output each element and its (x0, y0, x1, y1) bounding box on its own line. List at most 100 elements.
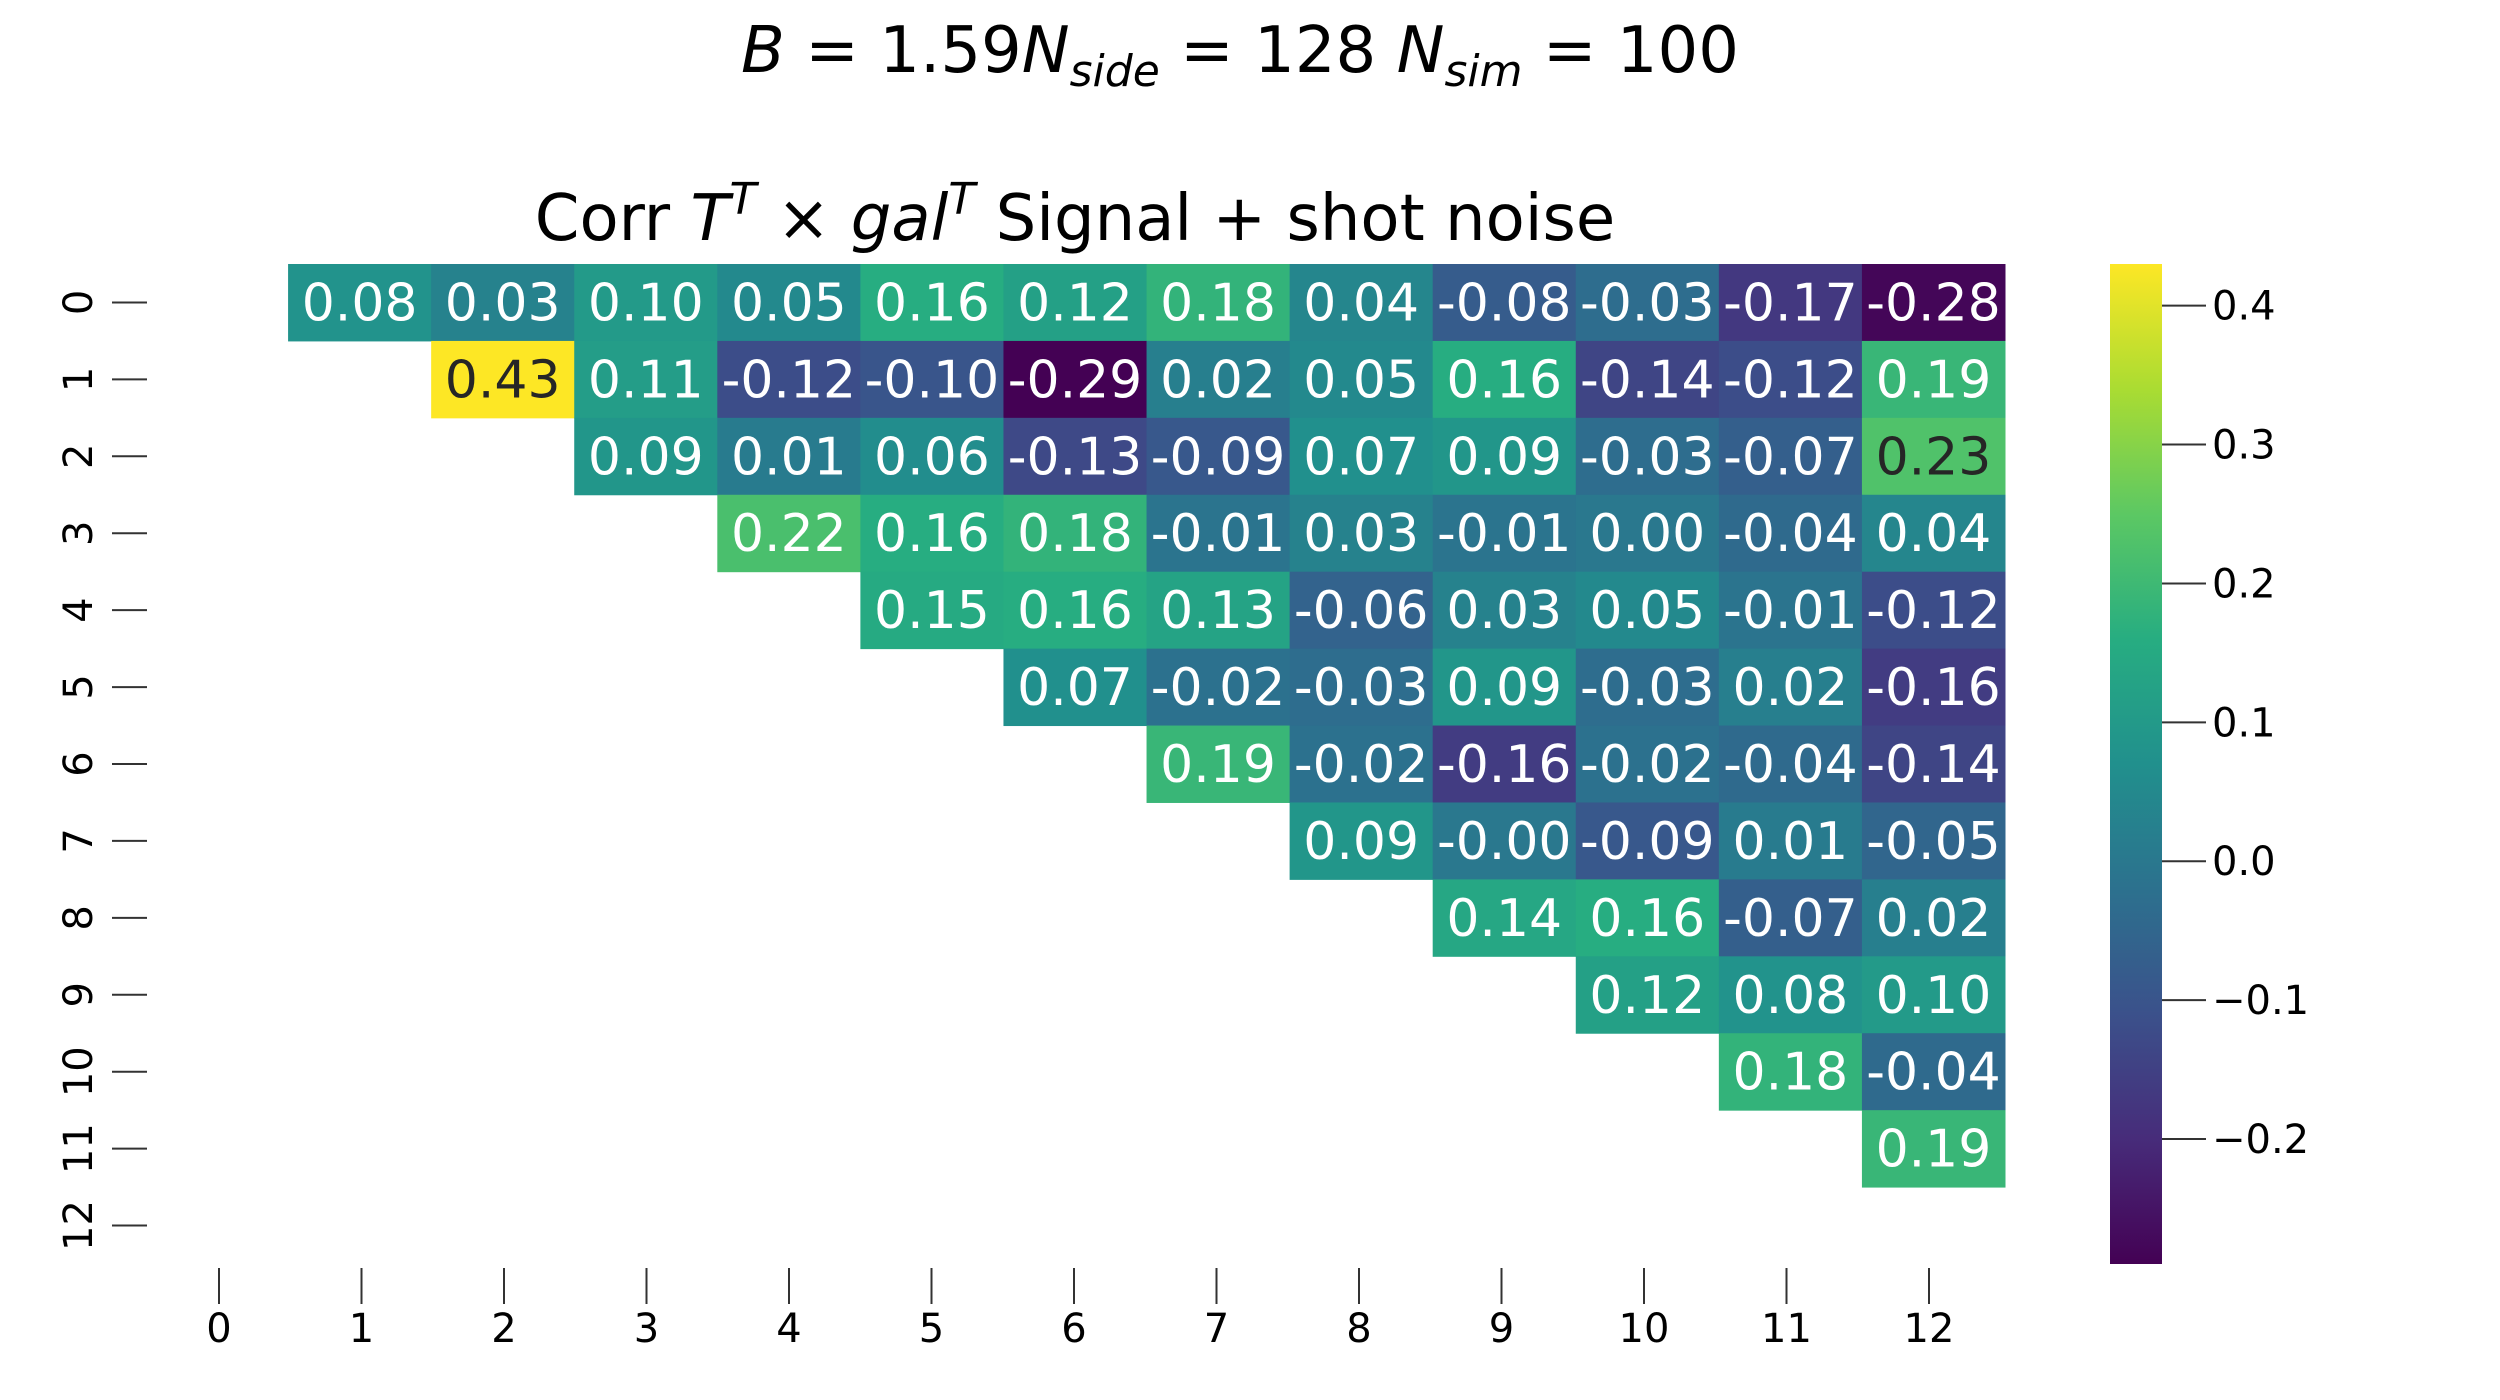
cell-value-label: -0.09 (1580, 812, 1715, 872)
heatmap-cell-r2-c4 (717, 417, 861, 496)
heatmap-cell-r7-c11 (1718, 802, 1863, 880)
heatmap-cell-r0-c12 (1861, 264, 2006, 342)
heatmap-cell-r1-c10 (1575, 340, 1720, 419)
heatmap-cell-r8-c12 (1861, 879, 2006, 957)
colorbar: 0.4 0.3 0.2 0.1 0.0 −0.1 −0.2 (2110, 264, 2309, 1264)
y-tick-label: 10 (56, 1046, 102, 1097)
cell-value-label: -0.08 (1437, 273, 1572, 333)
cell-value-label: -0.28 (1866, 273, 2001, 333)
cell-value-label: 0.02 (1876, 889, 1992, 949)
y-tick-label: 2 (56, 444, 102, 469)
cell-value-label: -0.16 (1866, 658, 2001, 718)
cell-value-label: 0.10 (1876, 966, 1992, 1026)
cell-value-label: 0.23 (1876, 427, 1992, 487)
cell-value-label: -0.09 (1151, 427, 1286, 487)
colorbar-tick-label: −0.2 (2212, 1117, 2309, 1163)
cell-value-label: 0.04 (1303, 273, 1419, 333)
heatmap-cell-r0-c6 (1003, 264, 1148, 342)
cell-value-label: 0.07 (1303, 427, 1419, 487)
cell-value-label: 0.14 (1446, 889, 1562, 949)
heatmap-cell-r0-c3 (574, 264, 718, 342)
cell-value-label: 0.03 (1446, 581, 1562, 641)
cell-value-label: 0.19 (1160, 735, 1276, 795)
colorbar-gradient (2110, 264, 2162, 1264)
heatmap-cell-r4-c9 (1432, 571, 1577, 650)
cell-value-label: 0.16 (1589, 889, 1705, 949)
cell-value-label: -0.12 (1866, 581, 2001, 641)
heatmap-cell-r9-c12 (1861, 956, 2006, 1034)
heatmap-cell-r1-c2 (431, 340, 575, 419)
cell-value-label: 0.05 (1303, 350, 1419, 410)
heatmap-cell-r0-c7 (1146, 264, 1291, 342)
heatmap-cell-r1-c12 (1861, 340, 2006, 419)
x-tick-label: 5 (919, 1306, 944, 1352)
heatmap-cell-r0-c11 (1718, 264, 1863, 342)
y-tick-label: 1 (56, 367, 102, 392)
cell-value-label: 0.16 (1017, 581, 1133, 641)
cell-value-label: -0.06 (1294, 581, 1429, 641)
cell-value-label: -0.01 (1151, 504, 1286, 564)
heatmap-cell-r7-c8 (1289, 802, 1434, 880)
cell-value-label: -0.01 (1437, 504, 1572, 564)
cell-value-label: 0.15 (874, 581, 990, 641)
cell-value-label: -0.13 (1008, 427, 1143, 487)
heatmap-cell-r10-c12 (1861, 1033, 2006, 1111)
x-axis: 0 1 2 3 4 5 6 7 8 9 10 11 12 (206, 1268, 1954, 1352)
heatmap-cell-r1-c9 (1432, 340, 1577, 419)
heatmap-cell-r6-c10 (1575, 725, 1720, 803)
cell-value-label: -0.16 (1437, 735, 1572, 795)
x-tick-label: 0 (206, 1306, 231, 1352)
heatmap-cell-r1-c8 (1289, 340, 1434, 419)
x-tick-label: 10 (1619, 1306, 1670, 1352)
y-tick-label: 5 (56, 674, 102, 699)
y-tick-label: 7 (56, 828, 102, 853)
heatmap-cell-r5-c7 (1146, 648, 1291, 727)
cell-value-label: -0.02 (1294, 735, 1429, 795)
heatmap-cell-r0-c5 (860, 264, 1004, 342)
cell-value-label: 0.09 (1446, 427, 1562, 487)
cell-value-label: 0.00 (1589, 504, 1705, 564)
heatmap-cell-r1-c7 (1146, 340, 1291, 419)
heatmap-cell-r4-c7 (1146, 571, 1291, 650)
heatmap-cell-r2-c6 (1003, 417, 1148, 496)
heatmap-cell-r4-c10 (1575, 571, 1720, 650)
cell-value-label: -0.03 (1294, 658, 1429, 718)
heatmap-cell-r0-c1 (288, 264, 432, 342)
heatmap-cell-r0-c10 (1575, 264, 1720, 342)
heatmap-cell-r3-c6 (1003, 494, 1148, 573)
heatmap-cell-r3-c9 (1432, 494, 1577, 573)
cell-value-label: -0.04 (1866, 1043, 2001, 1103)
heatmap-cell-r7-c9 (1432, 802, 1577, 880)
heatmap-cell-r6-c11 (1718, 725, 1863, 803)
cell-value-label: -0.12 (722, 350, 857, 410)
colorbar-tick-label: 0.4 (2212, 284, 2276, 330)
cell-value-label: -0.14 (1580, 350, 1715, 410)
heatmap-cell-r8-c9 (1432, 879, 1577, 957)
heatmap-cell-r3-c4 (717, 494, 861, 573)
cell-value-label: -0.02 (1580, 735, 1715, 795)
cell-value-label: -0.00 (1437, 812, 1572, 872)
cell-value-label: 0.10 (588, 273, 704, 333)
cell-value-label: -0.04 (1723, 735, 1858, 795)
cell-value-label: 0.19 (1876, 1120, 1992, 1180)
heatmap-cell-r4-c5 (860, 571, 1004, 650)
cell-value-label: 0.08 (302, 273, 418, 333)
heatmap-cell-r0-c8 (1289, 264, 1434, 342)
heatmap-cell-r4-c11 (1718, 571, 1863, 650)
heatmap-cell-r2-c8 (1289, 417, 1434, 496)
heatmap-cell-r2-c9 (1432, 417, 1577, 496)
x-tick-label: 12 (1904, 1306, 1955, 1352)
heatmap-cell-r3-c11 (1718, 494, 1863, 573)
cell-value-label: -0.14 (1866, 735, 2001, 795)
cell-value-label: 0.43 (445, 350, 561, 410)
heatmap-cell-r10-c11 (1718, 1033, 1863, 1111)
colorbar-tick-label: 0.2 (2212, 561, 2276, 607)
heatmap-cell-r2-c12 (1861, 417, 2006, 496)
cell-value-label: 0.01 (1732, 812, 1848, 872)
x-tick-label: 3 (634, 1306, 659, 1352)
heatmap-cell-r6-c8 (1289, 725, 1434, 803)
x-tick-label: 8 (1346, 1306, 1371, 1352)
cell-value-label: -0.01 (1723, 581, 1858, 641)
heatmap-cell-r5-c10 (1575, 648, 1720, 727)
cell-value-label: 0.05 (731, 273, 847, 333)
